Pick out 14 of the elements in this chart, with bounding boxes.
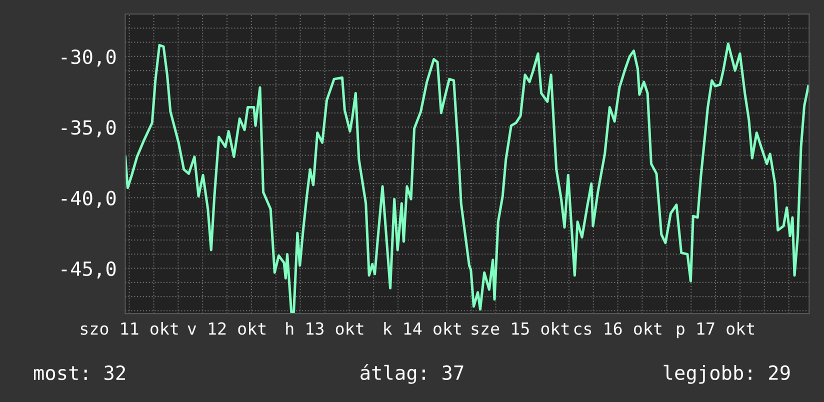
text: legjobb: 29	[664, 364, 790, 384]
x-tick-label: k 14 okt	[384, 322, 461, 335]
y-tick-label: -40,0	[62, 190, 116, 208]
text: most: 32	[34, 365, 125, 380]
x-tick-label: h 13 okt	[286, 322, 364, 335]
x-tick-label: sze 15 okt	[472, 322, 569, 335]
y-tick-label: -45,0	[62, 261, 116, 279]
x-tick-label: cs 16 okt	[574, 322, 662, 335]
x-tick-label: szo 11 okt	[80, 322, 178, 335]
y-tick-label: -35,0	[62, 120, 116, 138]
y-tick-label: -30,0	[62, 49, 116, 67]
x-tick-label: p 17 okt	[676, 322, 754, 338]
text: átlag: 37	[360, 364, 464, 384]
x-tick-label: v 12 okt	[188, 322, 266, 335]
